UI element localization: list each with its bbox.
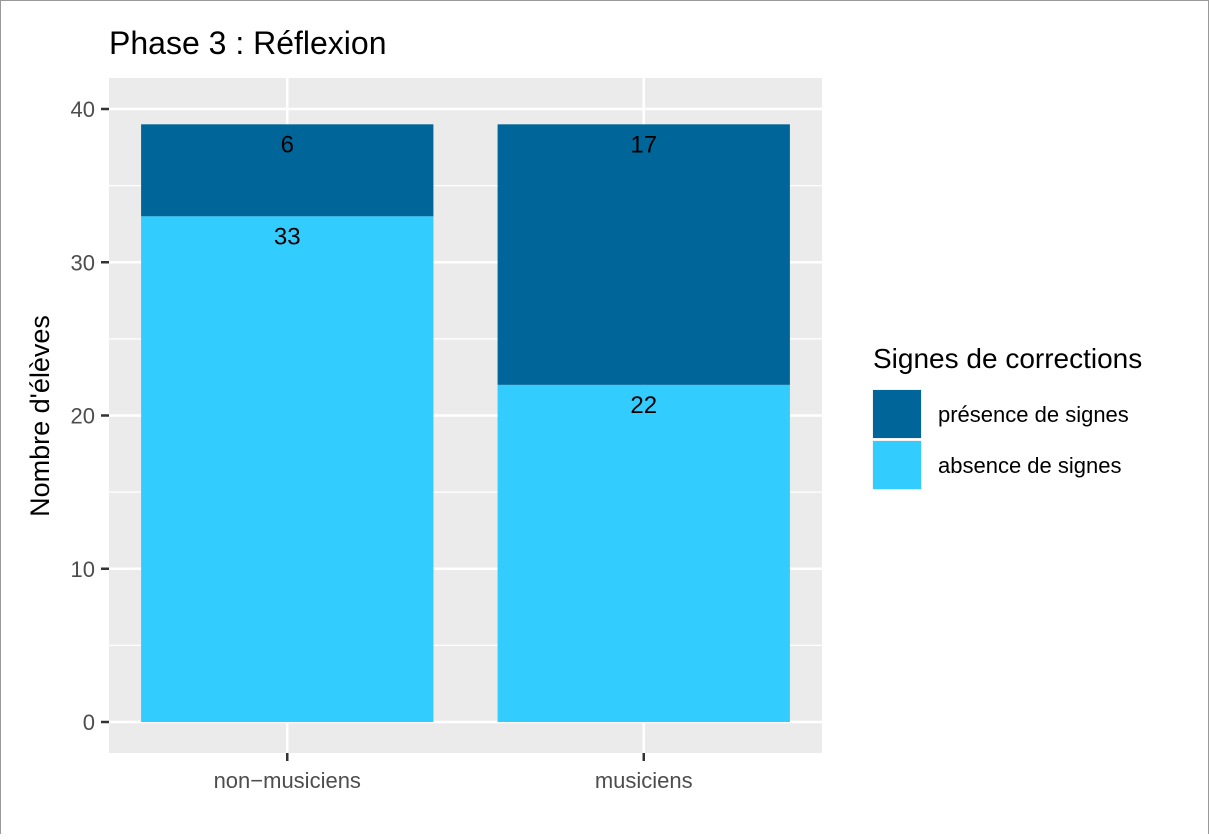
bar-segment xyxy=(497,384,790,722)
x-axis: non−musiciens musiciens xyxy=(214,753,693,793)
y-tick-label: 20 xyxy=(71,404,95,429)
chart-title: Phase 3 : Réflexion xyxy=(109,25,387,61)
legend-entry-label: présence de signes xyxy=(938,402,1129,427)
y-tick-label: 40 xyxy=(71,97,95,122)
y-tick-label: 30 xyxy=(71,250,95,275)
x-tick-label: non−musiciens xyxy=(214,768,361,793)
bar-segment xyxy=(141,216,434,722)
y-tick-label: 10 xyxy=(71,557,95,582)
legend-swatch xyxy=(873,390,921,438)
legend-swatch xyxy=(873,441,921,489)
legend-entry-label: absence de signes xyxy=(938,453,1121,478)
y-axis: 0 10 20 30 40 xyxy=(71,97,109,735)
data-label: 22 xyxy=(630,392,657,419)
x-tick-label: musiciens xyxy=(595,768,693,793)
bar-segment xyxy=(141,124,434,217)
bars xyxy=(141,124,790,722)
legend-title: Signes de corrections xyxy=(873,343,1142,374)
y-axis-label: Nombre d'élèves xyxy=(25,315,55,517)
y-tick-label: 0 xyxy=(83,710,95,735)
data-label: 33 xyxy=(274,223,301,250)
legend: Signes de corrections présence de signes… xyxy=(872,343,1142,490)
data-labels: 33 22 6 17 xyxy=(274,131,657,419)
bar-segment xyxy=(497,124,790,385)
data-label: 6 xyxy=(281,131,294,158)
data-label: 17 xyxy=(630,131,657,158)
